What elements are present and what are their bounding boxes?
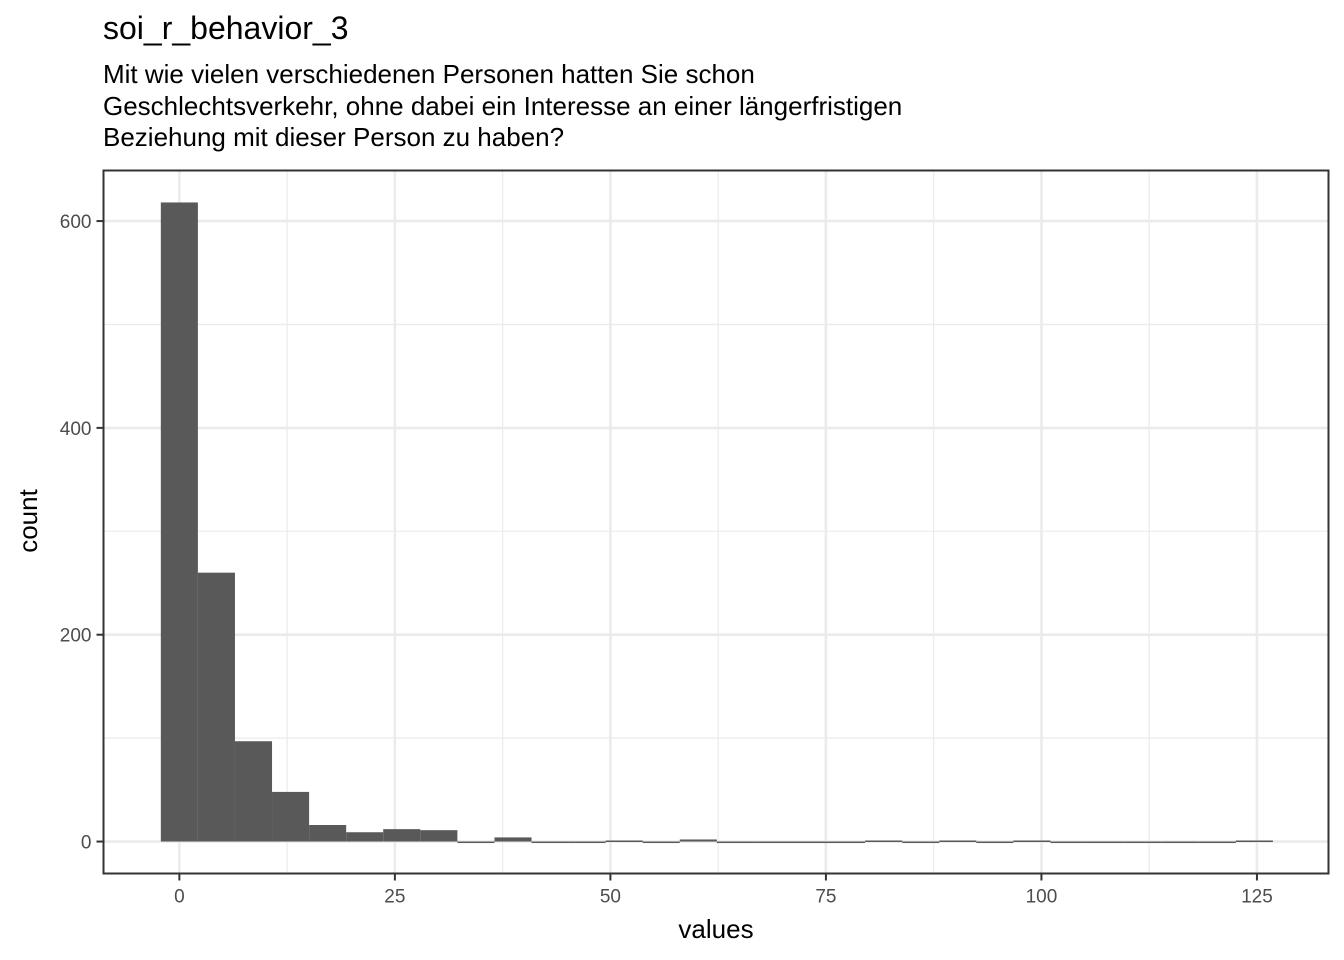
histogram-bar	[309, 824, 347, 842]
histogram-bar	[716, 841, 754, 844]
histogram-bar	[160, 202, 198, 842]
y-axis: 0 200 400 600	[60, 212, 104, 854]
y-tick-label: 400	[60, 419, 92, 440]
histogram-bars	[160, 202, 1273, 844]
histogram-bar	[1235, 840, 1273, 843]
y-tick-label: 0	[81, 833, 92, 854]
histogram-bar	[457, 841, 495, 844]
y-tick-label: 200	[60, 626, 92, 647]
histogram-bar	[346, 832, 384, 842]
histogram-bar	[420, 830, 458, 842]
histogram-bar	[679, 839, 717, 842]
x-axis: 0 25 50 75 100 125	[174, 873, 1273, 908]
histogram-bar	[791, 841, 829, 844]
histogram-bar	[234, 741, 273, 842]
histogram-bar	[531, 841, 569, 844]
minor-gridlines	[103, 170, 1329, 874]
histogram-bar	[902, 841, 940, 844]
x-tick-label: 25	[384, 887, 405, 908]
plot-border	[102, 169, 1330, 875]
histogram-bar	[1013, 840, 1051, 843]
x-tick-label: 125	[1241, 887, 1273, 908]
histogram-bar	[642, 841, 680, 844]
histogram-bar	[1161, 841, 1199, 844]
histogram-bar	[1050, 841, 1088, 844]
histogram-bar	[272, 791, 310, 842]
x-axis-title: values	[678, 914, 753, 944]
histogram-bar	[605, 840, 643, 843]
subtitle-line: Beziehung mit dieser Person zu haben?	[103, 122, 565, 152]
histogram-bar	[1124, 841, 1162, 844]
y-axis-title: count	[13, 488, 43, 552]
subtitle-line: Geschlechtsverkehr, ohne dabei ein Inter…	[103, 90, 903, 121]
histogram-bar	[1087, 841, 1125, 844]
x-tick-label: 75	[815, 887, 836, 908]
chart-subtitle: Mit wie vielen verschiedenen Personen ha…	[103, 59, 1303, 154]
histogram-bar	[828, 841, 866, 844]
histogram-bar	[1198, 841, 1236, 844]
histogram-bar	[865, 840, 903, 843]
histogram-bar	[939, 840, 977, 843]
x-tick-label: 100	[1026, 887, 1058, 908]
histogram-bar	[753, 841, 791, 844]
x-tick-label: 50	[600, 887, 621, 908]
histogram-bar	[197, 572, 235, 842]
x-tick-label: 0	[174, 887, 185, 908]
plot-background	[103, 170, 1329, 874]
y-tick-label: 600	[60, 212, 92, 233]
histogram-bar	[568, 841, 606, 844]
subtitle-line: Mit wie vielen verschiedenen Personen ha…	[103, 59, 755, 89]
histogram-bar	[383, 829, 421, 842]
histogram-bar	[494, 837, 532, 842]
chart-title: soi_r_behavior_3	[103, 10, 349, 46]
histogram-bar	[976, 841, 1014, 844]
